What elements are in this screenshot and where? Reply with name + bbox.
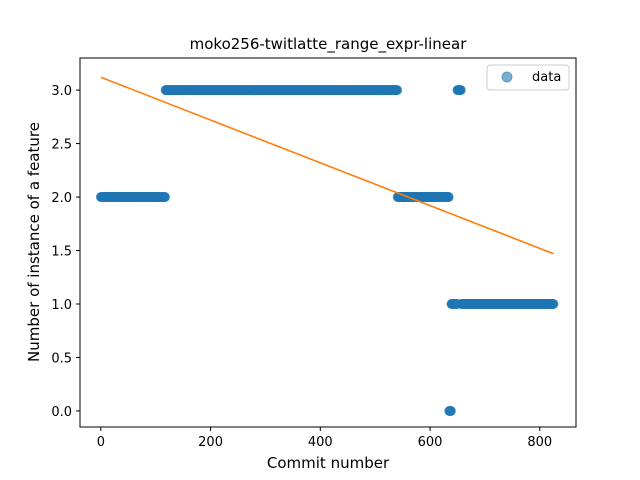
data-point	[445, 405, 456, 416]
x-tick-label: 600	[418, 435, 443, 450]
y-tick-label: 2.0	[51, 191, 72, 206]
y-tick-label: 3.0	[51, 84, 72, 99]
plot-frame	[79, 57, 577, 428]
legend-marker-data	[501, 71, 513, 83]
chart-title: moko256-twitlatte_range_expr-linear	[190, 35, 468, 54]
y-tick-label: 1.0	[51, 298, 72, 313]
data-point	[455, 85, 466, 96]
legend-label-data: data	[532, 70, 561, 85]
y-tick-label: 0.0	[51, 405, 72, 420]
x-tick-label: 400	[308, 435, 333, 450]
fit-line-group	[100, 76, 554, 255]
x-axis: 0 200 400 600 800	[97, 427, 552, 450]
data-points	[95, 85, 559, 416]
x-tick-label: 800	[527, 435, 552, 450]
data-point	[548, 299, 559, 309]
data-point	[392, 85, 403, 96]
x-tick-label: 0	[97, 435, 105, 450]
fit-line	[100, 76, 554, 255]
y-axis: 0.0 0.5 1.0 1.5 2.0 2.5 3.0	[51, 84, 80, 420]
x-axis-label: Commit number	[267, 454, 390, 472]
x-tick-label: 200	[198, 435, 223, 450]
y-axis-label: Number of instance of a feature	[25, 122, 43, 362]
legend-box	[486, 64, 570, 91]
legend: data	[486, 64, 570, 91]
y-tick-label: 1.5	[51, 245, 72, 260]
data-point	[160, 192, 171, 203]
y-tick-label: 2.5	[51, 138, 72, 153]
data-point	[443, 192, 454, 203]
y-tick-label: 0.5	[51, 351, 72, 366]
